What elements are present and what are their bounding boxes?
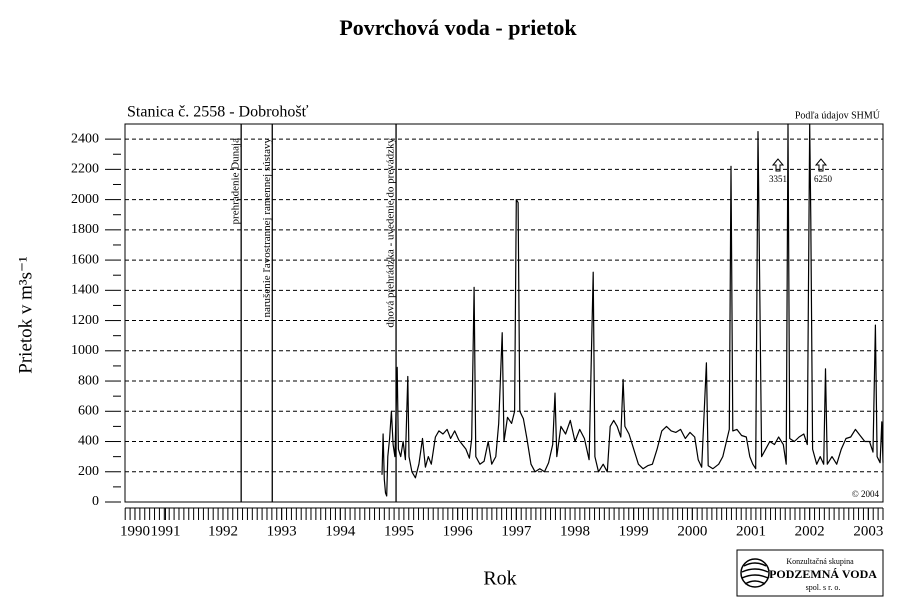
station-label: Stanica č. 2558 - Dobrohošť: [127, 104, 309, 121]
x-tick-label: 1993: [267, 523, 297, 539]
logo: Konzultačná skupina PODZEMNÁ VODA spol. …: [736, 549, 884, 597]
x-axis-label: Rok: [483, 568, 516, 590]
logo-frame: [736, 549, 884, 597]
y-tick-label: 600: [78, 403, 99, 418]
y-tick-label: 800: [78, 373, 99, 388]
source-note: Podľa údajov SHMÚ: [795, 109, 881, 121]
y-tick-label: 2200: [71, 162, 99, 177]
logo-text: Konzultačná skupina: [786, 557, 854, 566]
x-tick-label: 1998: [560, 523, 590, 539]
y-axis-label: Prietok v m³s⁻¹: [15, 256, 36, 374]
arrow-icon: [814, 158, 828, 172]
logo-icon: [740, 558, 770, 588]
x-tick-label: 1999: [619, 523, 649, 539]
event-label: dnová prehrádzka - uvedenie do prevádzky: [385, 138, 397, 328]
x-tick-label: 1996: [443, 523, 474, 539]
event-label: narušenie ľavostrannej ramennej sústavy: [261, 138, 273, 318]
x-tick-label: 1997: [501, 523, 532, 539]
y-tick-label: 2400: [71, 131, 99, 146]
x-tick-label: 1994: [325, 523, 356, 539]
x-tick-label: 2002: [795, 523, 825, 539]
x-tick-label: 1991: [150, 523, 180, 539]
x-tick-label: 2001: [736, 523, 766, 539]
logo-text: spol. s r. o.: [806, 583, 841, 592]
y-tick-label: 2000: [71, 192, 99, 207]
peak-note: 6250: [814, 174, 833, 184]
chart-title: Povrchová voda - prietok: [339, 15, 577, 40]
x-tick-label: 1990: [120, 523, 150, 539]
logo-text: PODZEMNÁ VODA: [769, 567, 877, 581]
x-tick-label: 1992: [208, 523, 238, 539]
y-tick-label: 200: [78, 464, 99, 479]
y-tick-label: 400: [78, 434, 99, 449]
arrow-icon: [771, 158, 785, 172]
y-tick-label: 1800: [71, 222, 99, 237]
y-tick-label: 1600: [71, 252, 99, 267]
x-tick-label: 2000: [677, 523, 707, 539]
peak-note: 3351: [769, 174, 787, 184]
plot-frame: [124, 123, 884, 503]
y-tick-label: 1400: [71, 283, 99, 298]
copyright: © 2004: [852, 489, 880, 499]
y-tick-label: 1000: [71, 343, 99, 358]
event-label: prehradenie Dunaja: [230, 138, 242, 225]
flow-line: [381, 123, 884, 497]
x-tick-label: 2003: [853, 523, 883, 539]
y-tick-label: 1200: [71, 313, 99, 328]
x-tick-label: 1995: [384, 523, 414, 539]
y-tick-label: 0: [92, 494, 99, 509]
